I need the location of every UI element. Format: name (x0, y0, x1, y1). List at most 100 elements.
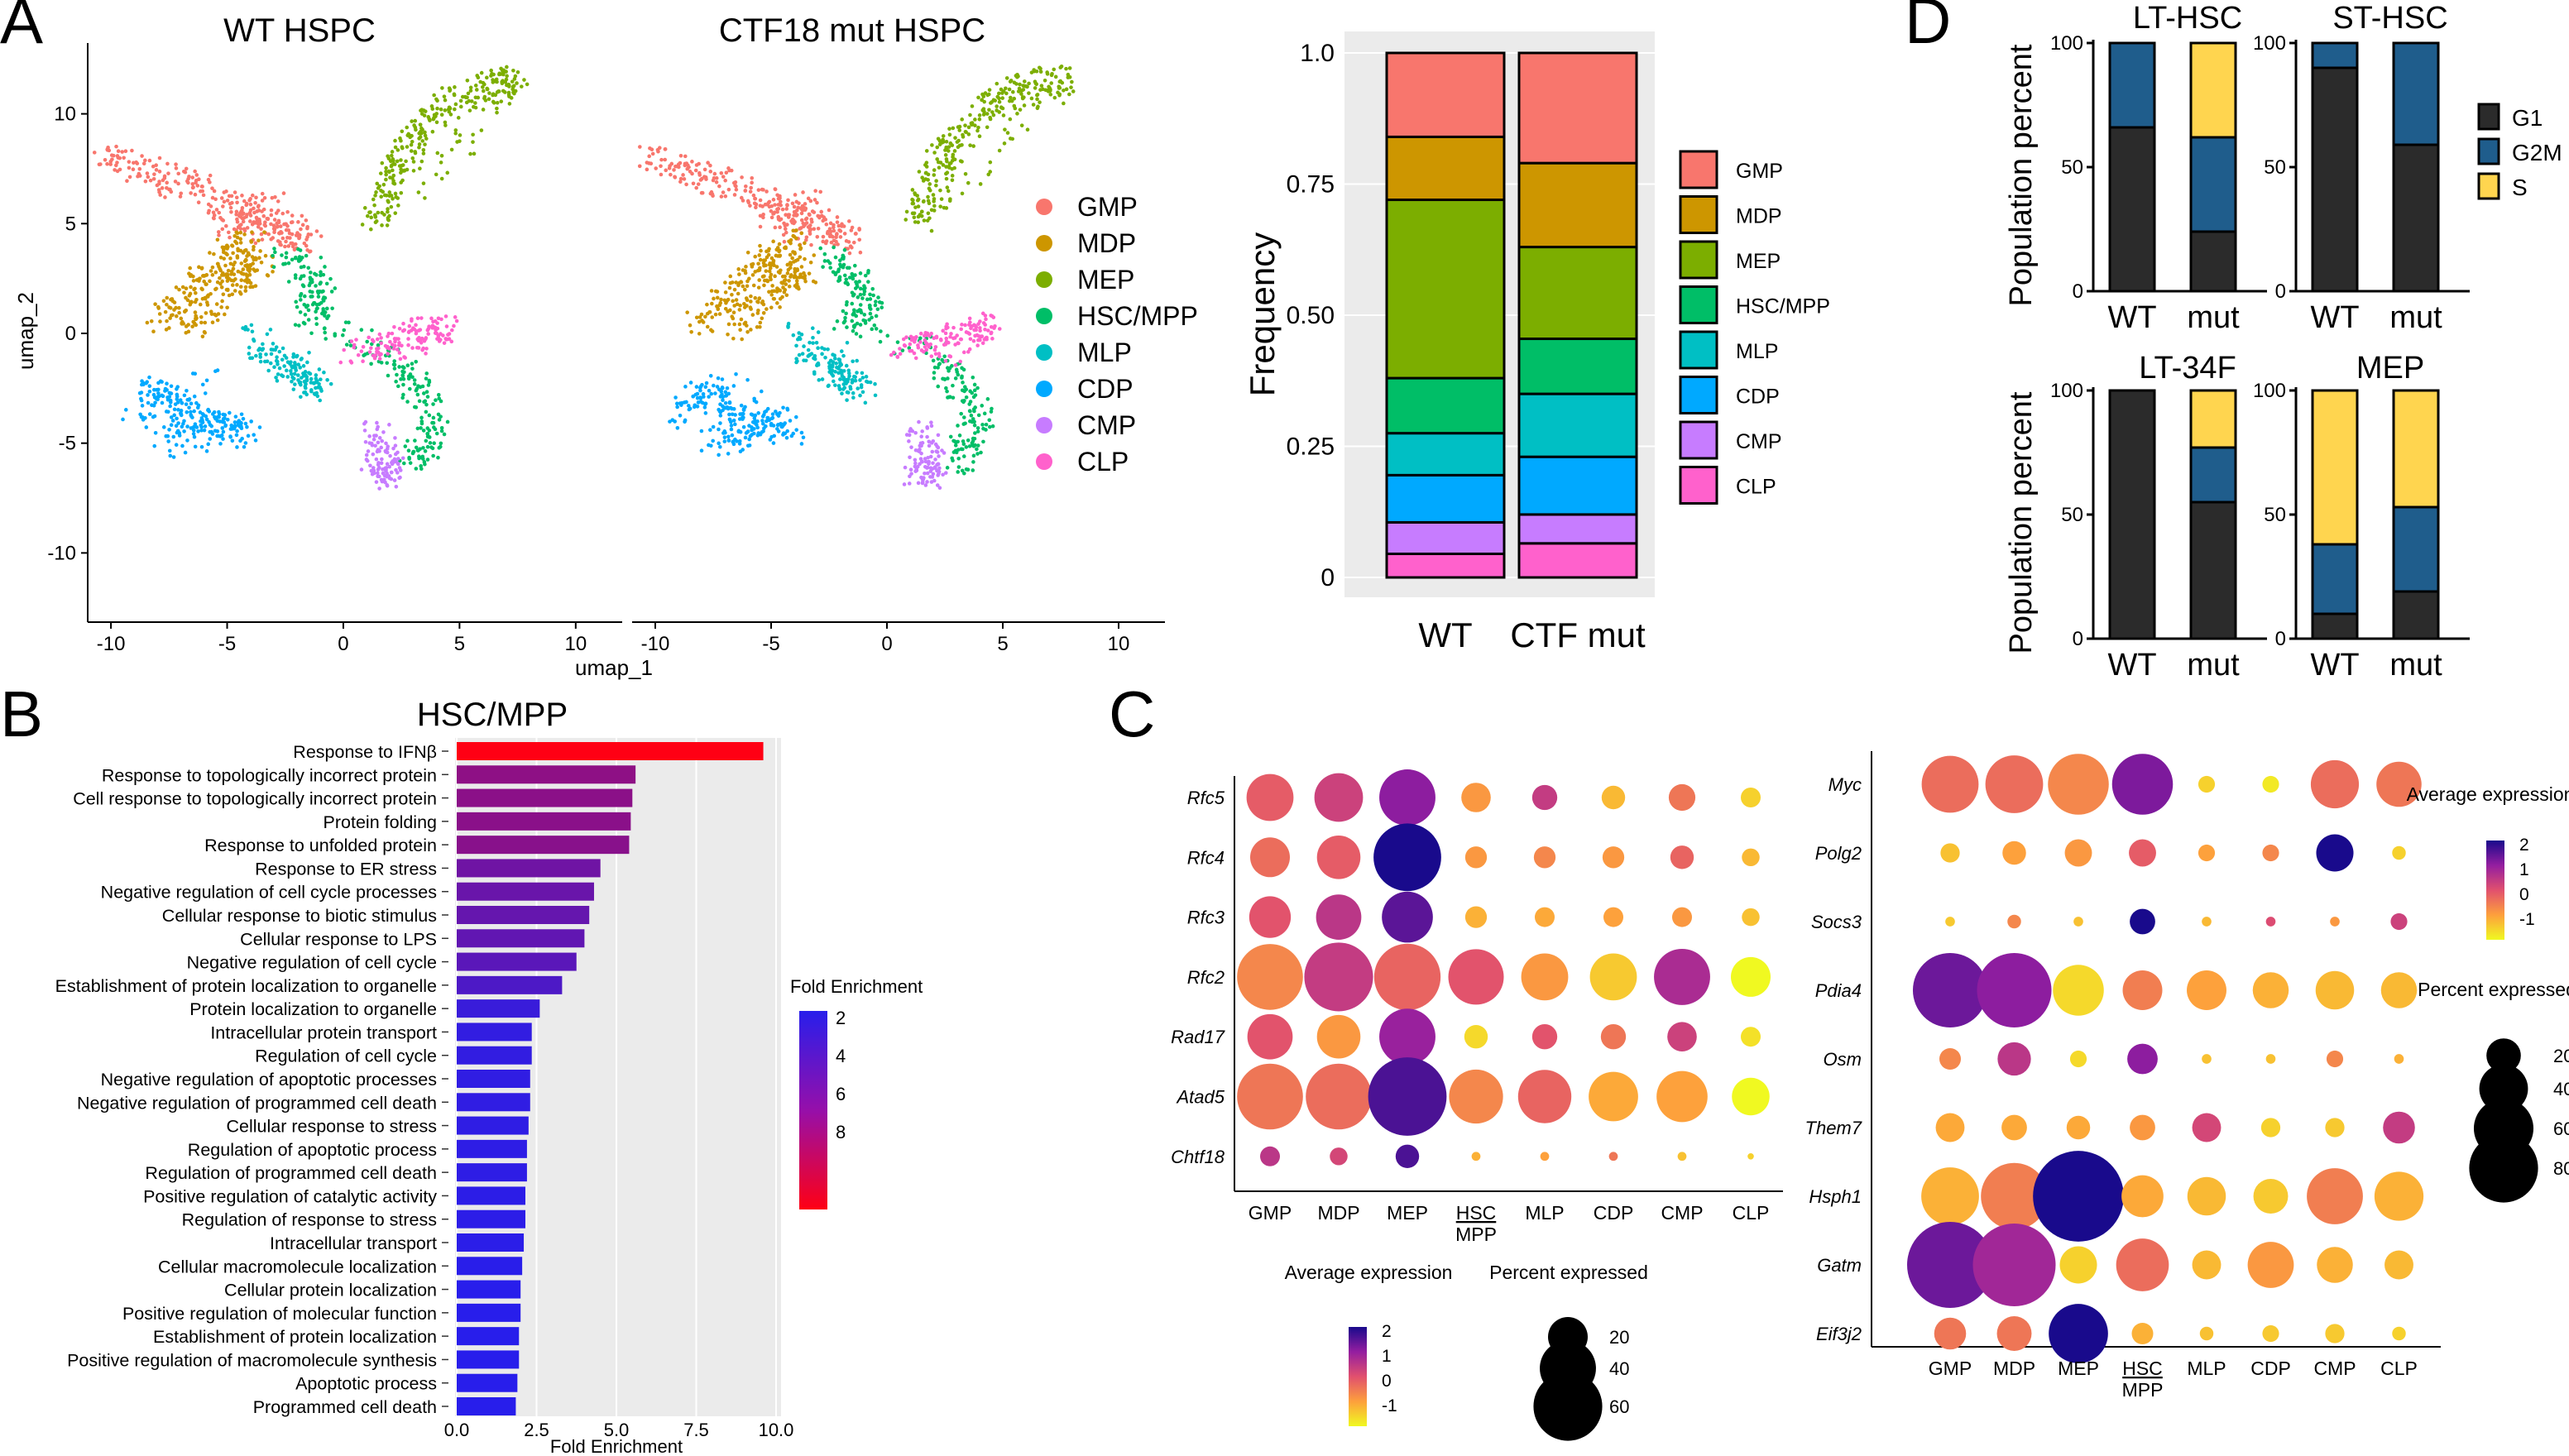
umap-point-mep (947, 145, 951, 149)
umap-point-mep (486, 97, 491, 102)
umap-point-hsc-mpp (932, 371, 937, 375)
umap-point-mdp (153, 302, 157, 306)
umap-points-wt (92, 65, 530, 491)
umap-point-mdp (227, 276, 232, 281)
umap-point-gmp (821, 239, 826, 244)
umap-point-mdp (239, 271, 243, 275)
dot-cluster-label: CLP (2380, 1358, 2418, 1379)
umap-point-mdp (758, 243, 762, 248)
umap-point-gmp (260, 191, 265, 196)
umap-point-gmp (803, 237, 808, 242)
umap-point-mep (390, 150, 395, 154)
umap-point-clp (414, 323, 418, 328)
umap-point-cdp (179, 409, 184, 413)
umap-point-cmp (922, 476, 926, 480)
umap-point-mdp (767, 247, 771, 251)
umap-point-clp (359, 349, 364, 353)
umap-point-cdp (718, 414, 723, 418)
dot-legend-pct-tick: 60 (1609, 1396, 1629, 1417)
dot-rfc5-gmp (1246, 774, 1294, 821)
umap-point-mep (941, 134, 946, 138)
dot-atad5-gmp (1237, 1063, 1303, 1130)
umap-point-gmp (648, 146, 652, 151)
cc-bar-wt-g1 (2108, 389, 2156, 640)
umap-point-clp (406, 342, 410, 347)
umap-point-hsc-mpp (428, 441, 433, 445)
umap-point-mep (471, 140, 475, 144)
umap-point-mlp (860, 376, 865, 380)
umap-point-hsc-mpp (304, 253, 309, 258)
umap-point-mep (391, 161, 396, 166)
umap-point-hsc-mpp (863, 321, 868, 325)
cc-bar-mut-g2m (2189, 136, 2237, 233)
dot-cluster-label: GMP (1929, 1358, 1972, 1379)
umap-point-mdp (187, 294, 192, 298)
umap-point-clp (377, 332, 382, 337)
umap-point-mep (1017, 86, 1022, 91)
umap-point-gmp (790, 220, 795, 225)
umap-point-cdp (204, 417, 209, 422)
umap-point-mdp (756, 285, 761, 290)
umap-point-mlp (296, 373, 300, 377)
umap-point-cmp (371, 437, 376, 442)
umap-point-hsc-mpp (294, 299, 299, 304)
umap-point-mep (981, 113, 986, 117)
umap-point-cdp (725, 386, 730, 390)
umap-point-gmp (694, 185, 698, 190)
umap-point-cmp (933, 457, 937, 462)
umap-point-cdp (175, 387, 179, 391)
umap-point-cdp (167, 428, 171, 432)
umap-point-mlp (864, 375, 869, 379)
go-category-label: Apoptotic process (295, 1374, 437, 1394)
umap-point-mep (400, 146, 405, 151)
umap-point-mdp (799, 231, 804, 236)
umap-point-mep (1004, 76, 1009, 80)
umap-point-gmp (260, 209, 264, 213)
umap-point-mep (945, 170, 950, 175)
cc-panel-title: LT-34F (2139, 351, 2236, 386)
umap-point-mep (910, 188, 915, 192)
umap-point-mdp (762, 263, 766, 268)
umap-point-mlp (293, 361, 297, 365)
umap-point-gmp (234, 209, 239, 214)
umap-point-clp (978, 326, 982, 330)
dot-legend-expr-tick: -1 (2519, 910, 2535, 929)
umap-point-mep (396, 204, 400, 208)
umap-point-cdp (203, 391, 208, 395)
umap-point-cdp (715, 385, 720, 389)
umap-point-hsc-mpp (297, 259, 302, 263)
umap-point-mep (970, 104, 975, 108)
umap-point-gmp (663, 157, 668, 162)
umap-point-mep (440, 86, 444, 90)
umap-point-cmp (385, 447, 390, 451)
umap-point-mep (385, 223, 390, 228)
go-category-label: Positive regulation of catalytic activit… (143, 1186, 437, 1206)
umap-point-cdp (731, 384, 736, 388)
umap-point-hsc-mpp (324, 281, 329, 286)
umap-point-cdp (717, 427, 721, 432)
umap-point-clp (958, 359, 963, 364)
umap-point-mdp (199, 266, 204, 271)
umap-point-clp (397, 351, 402, 355)
umap-point-gmp (234, 213, 238, 217)
umap-point-gmp (272, 228, 277, 232)
umap-point-hsc-mpp (900, 348, 905, 352)
umap-point-mdp (793, 259, 798, 263)
umap-point-mlp (860, 371, 865, 376)
umap-point-mdp (188, 266, 192, 271)
umap-point-hsc-mpp (948, 434, 953, 439)
umap-point-cdp (707, 388, 712, 393)
umap-point-mep (386, 199, 391, 204)
umap-point-mlp (846, 368, 851, 373)
umap-point-clp (889, 352, 894, 357)
umap-point-cdp (192, 394, 197, 399)
dot-osm-cmp (2326, 1050, 2344, 1068)
umap-point-gmp (684, 161, 689, 165)
umap-point-gmp (799, 211, 804, 216)
go-category-label: Negative regulation of cell cycle proces… (101, 883, 437, 903)
umap-point-hsc-mpp (842, 273, 847, 278)
umap-point-gmp (162, 176, 167, 180)
umap-point-mlp (293, 366, 298, 371)
umap-point-cmp (927, 439, 932, 444)
umap-point-cmp (384, 467, 388, 472)
